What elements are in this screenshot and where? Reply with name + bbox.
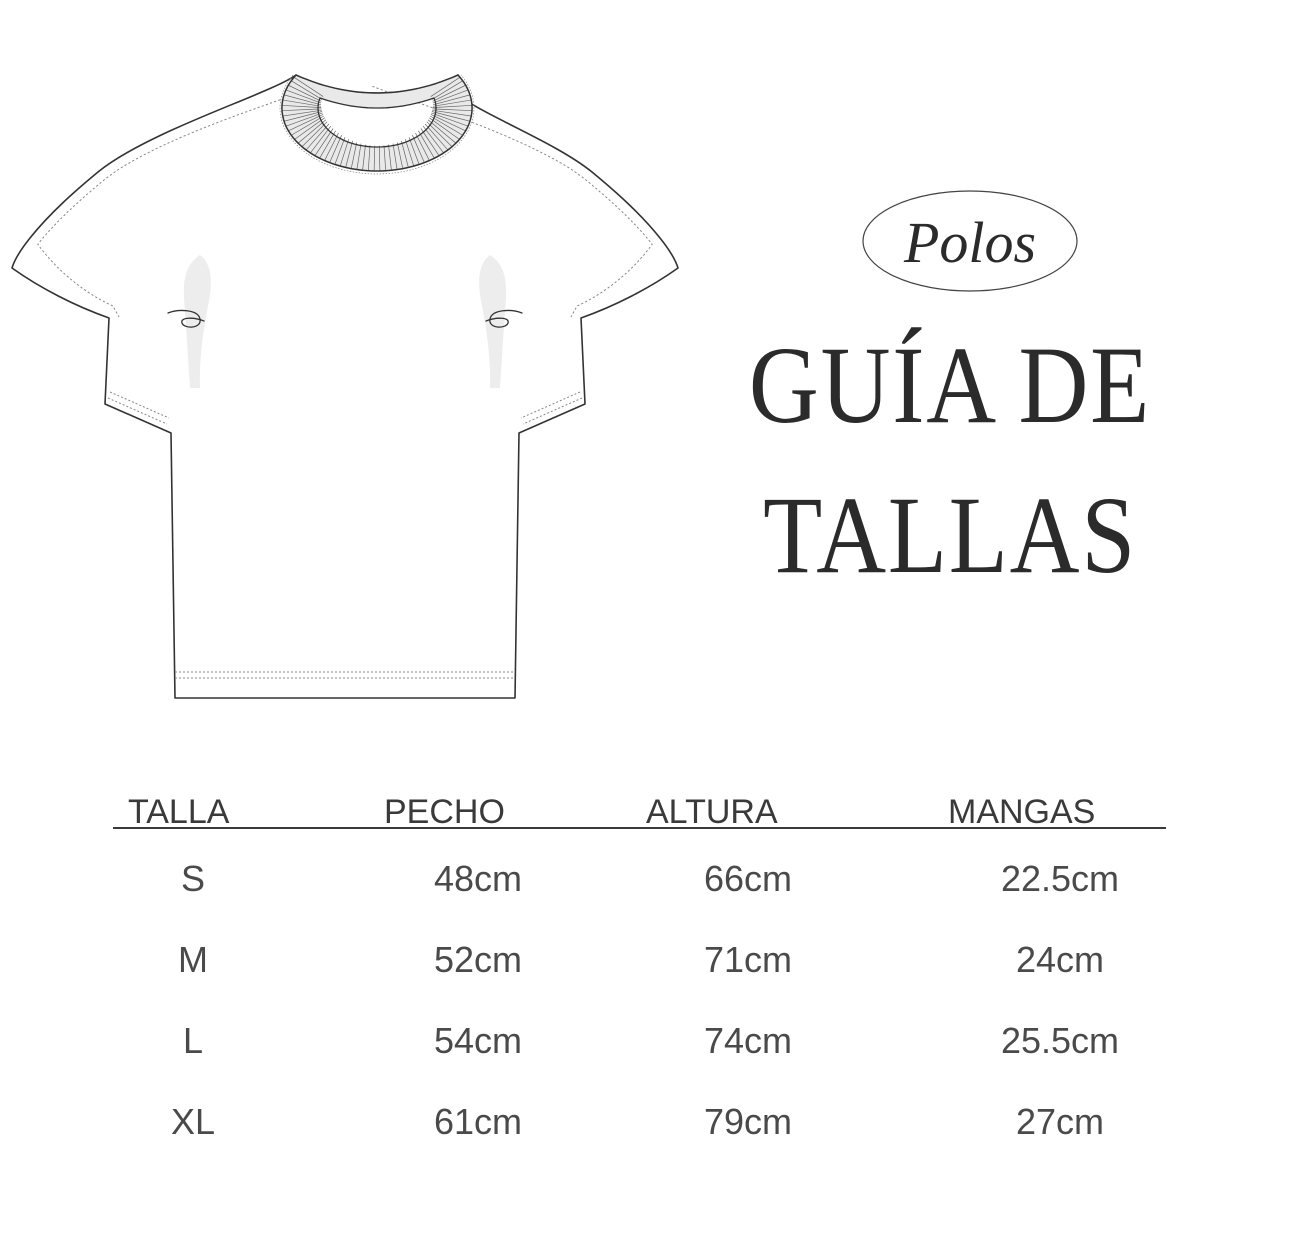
svg-text:Polos: Polos (903, 210, 1036, 275)
